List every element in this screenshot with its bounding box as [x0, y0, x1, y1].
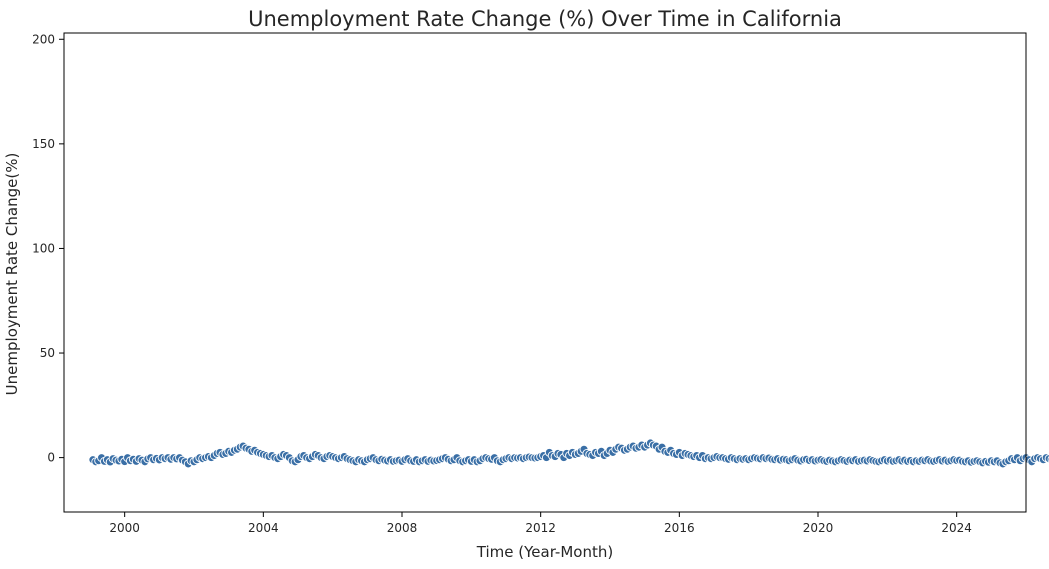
- x-axis: 2000 2004 2008 2012 2016 2020 2024: [109, 512, 972, 535]
- series-line-layer: [92, 442, 1049, 465]
- x-axis-label: Time (Year-Month): [476, 543, 613, 561]
- x-tick-label: 2024: [941, 521, 972, 535]
- x-tick-label: 2012: [525, 521, 556, 535]
- x-tick-label: 2016: [664, 521, 695, 535]
- y-tick-label: 50: [40, 346, 55, 360]
- series-line: [92, 442, 1049, 465]
- y-tick-label: 150: [32, 137, 55, 151]
- x-tick-label: 2004: [248, 521, 279, 535]
- y-tick-label: 200: [32, 32, 55, 46]
- plot-frame: [63, 32, 1027, 513]
- y-tick-label: 100: [32, 241, 55, 255]
- series-marker-layer: [88, 438, 1049, 469]
- x-tick-label: 2020: [803, 521, 834, 535]
- y-axis: 0 50 100 150 200: [32, 32, 64, 465]
- chart-title: Unemployment Rate Change (%) Over Time i…: [248, 7, 842, 31]
- plot-area: [88, 438, 1049, 469]
- x-tick-label: 2008: [387, 521, 418, 535]
- x-tick-label: 2000: [109, 521, 140, 535]
- y-tick-label: 0: [47, 451, 55, 465]
- y-axis-label: Unemployment Rate Change(%): [3, 153, 21, 396]
